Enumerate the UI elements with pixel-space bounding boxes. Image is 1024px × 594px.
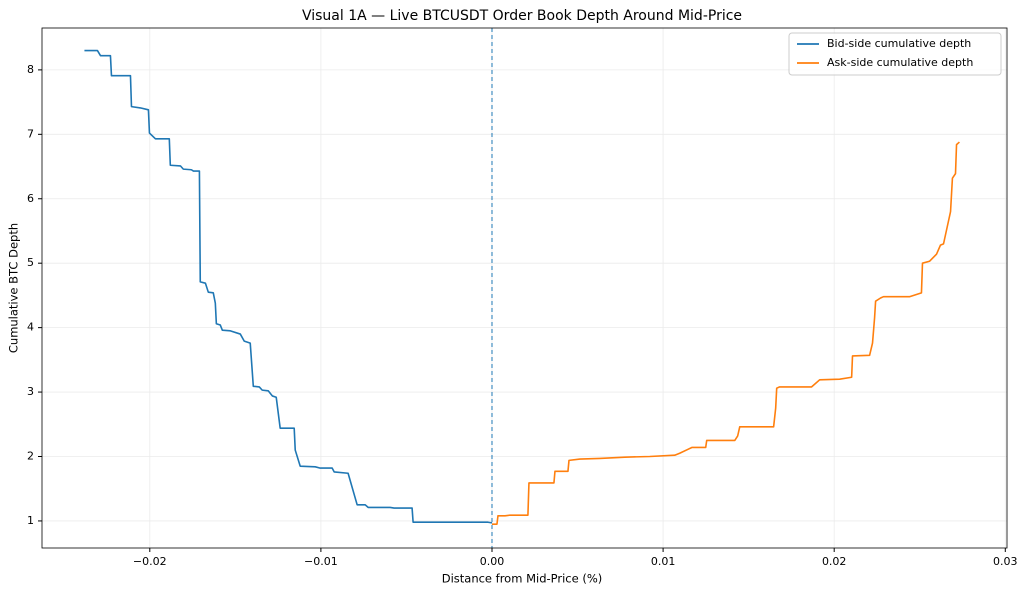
- y-tick-label: 1: [27, 514, 34, 527]
- plot-frame: [41, 27, 1008, 549]
- x-tick-label: −0.01: [304, 555, 338, 568]
- y-tick-label: 2: [27, 450, 34, 463]
- x-tick-label: 0.02: [822, 555, 847, 568]
- chart-title: Visual 1A — Live BTCUSDT Order Book Dept…: [302, 8, 742, 24]
- y-tick-label: 7: [27, 127, 34, 140]
- series-line: [491, 141, 960, 525]
- x-tick-label: 0.03: [993, 555, 1018, 568]
- legend: Bid-side cumulative depth Ask-side cumula…: [788, 32, 1002, 76]
- y-tick-label: 8: [27, 63, 34, 76]
- series-line: [84, 49, 493, 524]
- y-tick-label: 6: [27, 192, 34, 205]
- x-axis-label: Distance from Mid-Price (%): [442, 572, 603, 586]
- x-tick-label: −0.02: [133, 555, 167, 568]
- y-axis-label: Cumulative BTC Depth: [7, 223, 21, 353]
- legend-label: Ask-side cumulative depth: [827, 56, 973, 69]
- y-tick-label: 4: [27, 321, 34, 334]
- legend-label: Bid-side cumulative depth: [827, 37, 971, 50]
- y-tick-label: 5: [27, 256, 34, 269]
- legend-box: [788, 32, 1002, 76]
- x-tick-label: 0.01: [651, 555, 676, 568]
- x-tick-label: 0.00: [480, 555, 505, 568]
- y-tick-label: 3: [27, 385, 34, 398]
